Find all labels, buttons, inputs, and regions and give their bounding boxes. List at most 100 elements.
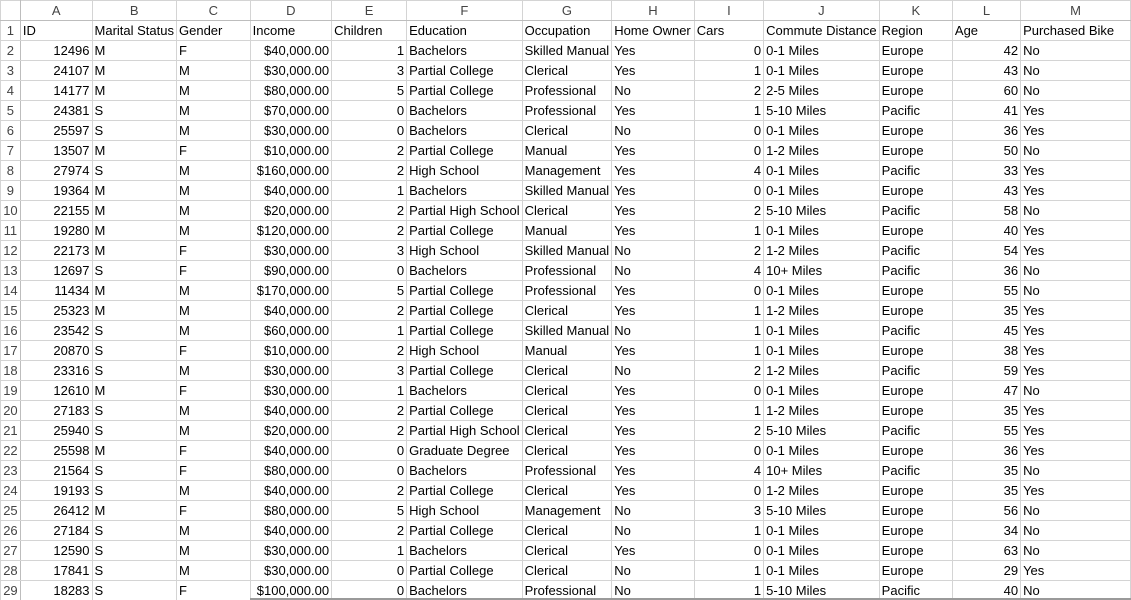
cell-cars[interactable]: 2 — [693, 200, 765, 221]
row-header[interactable]: 24 — [0, 480, 21, 501]
cell-gender[interactable]: M — [176, 200, 251, 221]
cell-education[interactable]: Partial College — [406, 300, 523, 321]
cell-header-purchased-bike[interactable]: Purchased Bike — [1020, 20, 1131, 41]
cell-purchased-bike[interactable]: No — [1020, 200, 1131, 221]
cell-marital-status[interactable]: M — [91, 40, 178, 61]
cell-region[interactable]: Pacific — [878, 420, 953, 441]
cell-purchased-bike[interactable]: No — [1020, 280, 1131, 301]
row-header[interactable]: 8 — [0, 160, 21, 181]
cell-cars[interactable]: 1 — [693, 400, 765, 421]
cell-gender[interactable]: M — [176, 120, 251, 141]
cell-education[interactable]: Bachelors — [406, 260, 523, 281]
cell-cars[interactable]: 1 — [693, 520, 765, 541]
cell-id[interactable]: 22173 — [19, 240, 93, 261]
cell-education[interactable]: Partial College — [406, 80, 523, 101]
cell-cars[interactable]: 0 — [693, 280, 765, 301]
cell-income[interactable]: $100,000.00 — [249, 580, 333, 600]
cell-children[interactable]: 2 — [331, 160, 408, 181]
cell-age[interactable]: 56 — [951, 500, 1022, 521]
row-header[interactable]: 21 — [0, 420, 21, 441]
cell-header-cars[interactable]: Cars — [693, 20, 765, 41]
cell-income[interactable]: $80,000.00 — [249, 80, 333, 101]
cell-cars[interactable]: 2 — [693, 420, 765, 441]
cell-home-owner[interactable]: Yes — [611, 300, 695, 321]
cell-id[interactable]: 24107 — [19, 60, 93, 81]
row-header[interactable]: 23 — [0, 460, 21, 481]
cell-region[interactable]: Pacific — [878, 200, 953, 221]
cell-id[interactable]: 12610 — [19, 380, 93, 401]
row-header[interactable]: 2 — [0, 40, 21, 61]
cell-region[interactable]: Europe — [878, 80, 953, 101]
cell-children[interactable]: 5 — [331, 80, 408, 101]
cell-commute-distance[interactable]: 5-10 Miles — [763, 580, 880, 600]
cell-region[interactable]: Europe — [878, 180, 953, 201]
cell-marital-status[interactable]: M — [91, 200, 178, 221]
cell-education[interactable]: Partial College — [406, 480, 523, 501]
cell-purchased-bike[interactable]: Yes — [1020, 180, 1131, 201]
cell-region[interactable]: Europe — [878, 340, 953, 361]
cell-cars[interactable]: 4 — [693, 460, 765, 481]
cell-occupation[interactable]: Clerical — [521, 440, 613, 461]
cell-commute-distance[interactable]: 5-10 Miles — [763, 100, 880, 121]
cell-home-owner[interactable]: No — [611, 580, 695, 600]
column-header[interactable]: C — [176, 0, 251, 21]
cell-age[interactable]: 60 — [951, 80, 1022, 101]
cell-gender[interactable]: M — [176, 60, 251, 81]
cell-occupation[interactable]: Manual — [521, 220, 613, 241]
cell-purchased-bike[interactable]: Yes — [1020, 220, 1131, 241]
cell-income[interactable]: $10,000.00 — [249, 340, 333, 361]
cell-id[interactable]: 22155 — [19, 200, 93, 221]
cell-region[interactable]: Pacific — [878, 100, 953, 121]
row-header[interactable]: 17 — [0, 340, 21, 361]
cell-income[interactable]: $30,000.00 — [249, 560, 333, 581]
column-header[interactable]: F — [406, 0, 523, 21]
cell-income[interactable]: $70,000.00 — [249, 100, 333, 121]
cell-marital-status[interactable]: S — [91, 100, 178, 121]
cell-purchased-bike[interactable]: No — [1020, 520, 1131, 541]
cell-purchased-bike[interactable]: Yes — [1020, 360, 1131, 381]
cell-commute-distance[interactable]: 10+ Miles — [763, 260, 880, 281]
cell-occupation[interactable]: Skilled Manual — [521, 180, 613, 201]
cell-income[interactable]: $80,000.00 — [249, 500, 333, 521]
cell-id[interactable]: 12496 — [19, 40, 93, 61]
cell-region[interactable]: Europe — [878, 300, 953, 321]
cell-gender[interactable]: M — [176, 560, 251, 581]
row-header[interactable]: 22 — [0, 440, 21, 461]
cell-region[interactable]: Pacific — [878, 460, 953, 481]
cell-purchased-bike[interactable]: Yes — [1020, 320, 1131, 341]
cell-marital-status[interactable]: M — [91, 80, 178, 101]
cell-gender[interactable]: M — [176, 400, 251, 421]
cell-commute-distance[interactable]: 0-1 Miles — [763, 440, 880, 461]
cell-cars[interactable]: 0 — [693, 540, 765, 561]
cell-income[interactable]: $40,000.00 — [249, 400, 333, 421]
cell-education[interactable]: Partial College — [406, 280, 523, 301]
cell-age[interactable]: 59 — [951, 360, 1022, 381]
cell-marital-status[interactable]: S — [91, 320, 178, 341]
cell-marital-status[interactable]: S — [91, 560, 178, 581]
cell-education[interactable]: Partial College — [406, 520, 523, 541]
cell-gender[interactable]: M — [176, 480, 251, 501]
cell-home-owner[interactable]: Yes — [611, 480, 695, 501]
cell-cars[interactable]: 1 — [693, 60, 765, 81]
column-header[interactable]: H — [611, 0, 695, 21]
cell-income[interactable]: $40,000.00 — [249, 300, 333, 321]
cell-commute-distance[interactable]: 0-1 Miles — [763, 340, 880, 361]
cell-home-owner[interactable]: Yes — [611, 140, 695, 161]
cell-cars[interactable]: 0 — [693, 40, 765, 61]
select-all-corner[interactable] — [0, 0, 21, 21]
cell-education[interactable]: High School — [406, 160, 523, 181]
cell-cars[interactable]: 0 — [693, 180, 765, 201]
cell-children[interactable]: 2 — [331, 200, 408, 221]
cell-children[interactable]: 1 — [331, 380, 408, 401]
cell-children[interactable]: 1 — [331, 540, 408, 561]
cell-id[interactable]: 25597 — [19, 120, 93, 141]
cell-purchased-bike[interactable]: Yes — [1020, 400, 1131, 421]
column-header[interactable]: E — [331, 0, 408, 21]
cell-commute-distance[interactable]: 0-1 Miles — [763, 40, 880, 61]
cell-purchased-bike[interactable]: Yes — [1020, 300, 1131, 321]
cell-cars[interactable]: 0 — [693, 440, 765, 461]
cell-home-owner[interactable]: Yes — [611, 220, 695, 241]
cell-education[interactable]: Bachelors — [406, 40, 523, 61]
cell-occupation[interactable]: Clerical — [521, 300, 613, 321]
cell-home-owner[interactable]: Yes — [611, 100, 695, 121]
